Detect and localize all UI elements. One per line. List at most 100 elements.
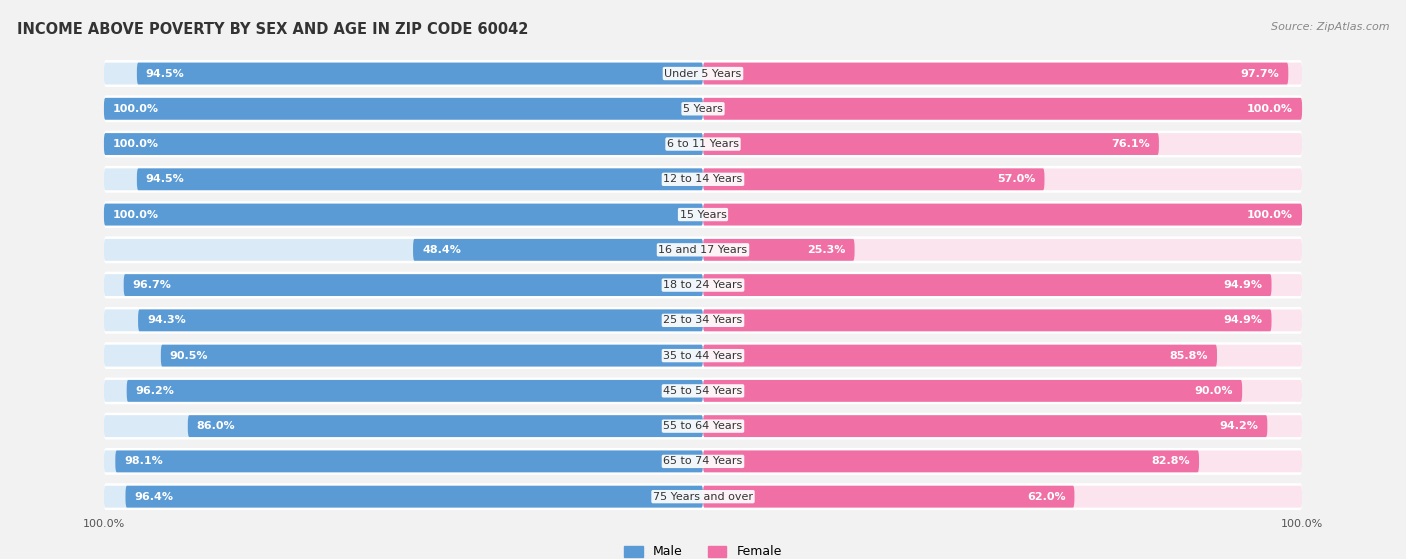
FancyBboxPatch shape — [104, 236, 1302, 263]
FancyBboxPatch shape — [104, 345, 703, 367]
Text: 55 to 64 Years: 55 to 64 Years — [664, 421, 742, 431]
Text: 12 to 14 Years: 12 to 14 Years — [664, 174, 742, 184]
Text: 48.4%: 48.4% — [422, 245, 461, 255]
Text: 100.0%: 100.0% — [112, 139, 159, 149]
FancyBboxPatch shape — [104, 168, 703, 190]
Text: 25 to 34 Years: 25 to 34 Years — [664, 315, 742, 325]
FancyBboxPatch shape — [188, 415, 703, 437]
FancyBboxPatch shape — [703, 239, 1302, 260]
Text: 5 Years: 5 Years — [683, 104, 723, 114]
FancyBboxPatch shape — [703, 98, 1302, 120]
FancyBboxPatch shape — [703, 98, 1302, 120]
FancyBboxPatch shape — [104, 203, 703, 225]
Text: 90.0%: 90.0% — [1195, 386, 1233, 396]
Text: Source: ZipAtlas.com: Source: ZipAtlas.com — [1271, 22, 1389, 32]
FancyBboxPatch shape — [703, 451, 1302, 472]
FancyBboxPatch shape — [703, 451, 1199, 472]
Text: INCOME ABOVE POVERTY BY SEX AND AGE IN ZIP CODE 60042: INCOME ABOVE POVERTY BY SEX AND AGE IN Z… — [17, 22, 529, 37]
Text: 100.0%: 100.0% — [1247, 210, 1294, 220]
FancyBboxPatch shape — [703, 310, 1271, 331]
FancyBboxPatch shape — [136, 168, 703, 190]
FancyBboxPatch shape — [104, 380, 703, 402]
FancyBboxPatch shape — [703, 486, 1302, 508]
FancyBboxPatch shape — [104, 342, 1302, 369]
FancyBboxPatch shape — [104, 413, 1302, 439]
Text: Under 5 Years: Under 5 Years — [665, 69, 741, 78]
Text: 96.2%: 96.2% — [135, 386, 174, 396]
FancyBboxPatch shape — [703, 274, 1302, 296]
Text: 100.0%: 100.0% — [112, 210, 159, 220]
FancyBboxPatch shape — [104, 96, 1302, 122]
FancyBboxPatch shape — [703, 133, 1159, 155]
FancyBboxPatch shape — [104, 239, 703, 260]
Text: 97.7%: 97.7% — [1240, 69, 1279, 78]
Text: 15 Years: 15 Years — [679, 210, 727, 220]
Text: 94.5%: 94.5% — [146, 174, 184, 184]
FancyBboxPatch shape — [104, 98, 703, 120]
FancyBboxPatch shape — [104, 377, 1302, 404]
FancyBboxPatch shape — [104, 166, 1302, 193]
FancyBboxPatch shape — [104, 133, 703, 155]
FancyBboxPatch shape — [104, 60, 1302, 87]
FancyBboxPatch shape — [136, 63, 703, 84]
Text: 94.9%: 94.9% — [1223, 280, 1263, 290]
Text: 94.9%: 94.9% — [1223, 315, 1263, 325]
Legend: Male, Female: Male, Female — [624, 546, 782, 558]
Text: 100.0%: 100.0% — [83, 519, 125, 528]
FancyBboxPatch shape — [104, 63, 703, 84]
FancyBboxPatch shape — [138, 310, 703, 331]
FancyBboxPatch shape — [413, 239, 703, 260]
Text: 25.3%: 25.3% — [807, 245, 845, 255]
FancyBboxPatch shape — [124, 274, 703, 296]
Text: 76.1%: 76.1% — [1111, 139, 1150, 149]
FancyBboxPatch shape — [703, 168, 1302, 190]
Text: 6 to 11 Years: 6 to 11 Years — [666, 139, 740, 149]
Text: 96.4%: 96.4% — [135, 492, 173, 501]
Text: 85.8%: 85.8% — [1170, 350, 1208, 361]
FancyBboxPatch shape — [703, 203, 1302, 225]
Text: 16 and 17 Years: 16 and 17 Years — [658, 245, 748, 255]
Text: 75 Years and over: 75 Years and over — [652, 492, 754, 501]
FancyBboxPatch shape — [703, 203, 1302, 225]
FancyBboxPatch shape — [703, 415, 1302, 437]
Text: 96.7%: 96.7% — [132, 280, 172, 290]
Text: 62.0%: 62.0% — [1026, 492, 1066, 501]
FancyBboxPatch shape — [703, 274, 1271, 296]
FancyBboxPatch shape — [703, 63, 1288, 84]
Text: 90.5%: 90.5% — [170, 350, 208, 361]
FancyBboxPatch shape — [104, 307, 1302, 334]
Text: 100.0%: 100.0% — [1247, 104, 1294, 114]
Text: 57.0%: 57.0% — [997, 174, 1035, 184]
FancyBboxPatch shape — [104, 483, 1302, 510]
FancyBboxPatch shape — [703, 63, 1302, 84]
Text: 94.3%: 94.3% — [148, 315, 186, 325]
FancyBboxPatch shape — [104, 131, 1302, 158]
FancyBboxPatch shape — [104, 310, 703, 331]
Text: 100.0%: 100.0% — [112, 104, 159, 114]
FancyBboxPatch shape — [703, 168, 1045, 190]
Text: 86.0%: 86.0% — [197, 421, 235, 431]
FancyBboxPatch shape — [104, 451, 703, 472]
Text: 35 to 44 Years: 35 to 44 Years — [664, 350, 742, 361]
FancyBboxPatch shape — [104, 98, 703, 120]
Text: 45 to 54 Years: 45 to 54 Years — [664, 386, 742, 396]
FancyBboxPatch shape — [104, 133, 703, 155]
FancyBboxPatch shape — [703, 380, 1302, 402]
FancyBboxPatch shape — [104, 415, 703, 437]
FancyBboxPatch shape — [104, 486, 703, 508]
Text: 94.5%: 94.5% — [146, 69, 184, 78]
Text: 94.2%: 94.2% — [1219, 421, 1258, 431]
FancyBboxPatch shape — [115, 451, 703, 472]
FancyBboxPatch shape — [104, 448, 1302, 475]
FancyBboxPatch shape — [125, 486, 703, 508]
FancyBboxPatch shape — [703, 345, 1218, 367]
FancyBboxPatch shape — [703, 486, 1074, 508]
FancyBboxPatch shape — [104, 203, 703, 225]
Text: 82.8%: 82.8% — [1152, 456, 1189, 466]
FancyBboxPatch shape — [703, 415, 1267, 437]
FancyBboxPatch shape — [104, 201, 1302, 228]
FancyBboxPatch shape — [104, 272, 1302, 299]
FancyBboxPatch shape — [703, 133, 1302, 155]
Text: 65 to 74 Years: 65 to 74 Years — [664, 456, 742, 466]
FancyBboxPatch shape — [703, 310, 1302, 331]
